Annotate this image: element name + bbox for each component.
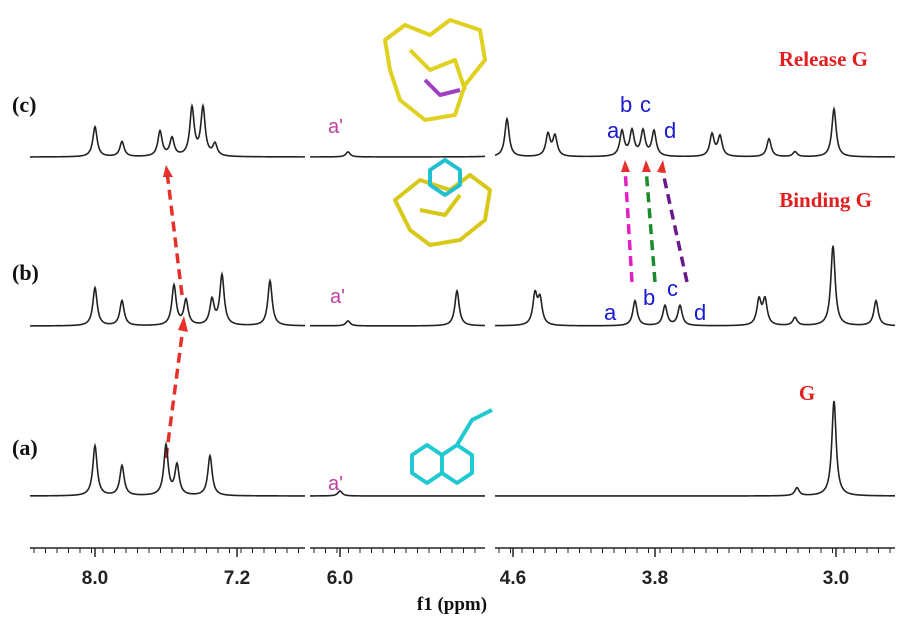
peak-label: a xyxy=(604,300,617,325)
spectrum-note: Release G xyxy=(779,47,868,71)
tick-label: 3.0 xyxy=(823,568,849,589)
spectrum-trace xyxy=(30,274,305,326)
molecule-icon xyxy=(385,20,492,483)
tick-label: 7.2 xyxy=(224,568,250,589)
spectrum-trace xyxy=(30,444,305,496)
peak-label: a' xyxy=(330,286,345,308)
spectrum-trace xyxy=(495,401,895,496)
spectrum-note: G xyxy=(799,381,815,405)
spectrum-trace xyxy=(495,109,895,157)
peak-label: b xyxy=(643,285,655,310)
spectrum-trace xyxy=(310,152,485,157)
spectrum-note: Binding G xyxy=(779,188,872,212)
peak-label: c xyxy=(667,276,678,301)
spectrum-label: (b) xyxy=(12,260,39,285)
axis-label: f1 (ppm) xyxy=(417,594,487,615)
peak-label: b xyxy=(620,92,632,117)
tick-label: 6.0 xyxy=(327,568,353,589)
tick-label: 8.0 xyxy=(82,568,108,589)
peak-label: d xyxy=(664,118,676,143)
tick-label: 4.6 xyxy=(500,568,526,589)
peak-label: a' xyxy=(328,116,343,138)
tick-label: 3.8 xyxy=(642,568,668,589)
nmr-figure: (c) (b) (a) Release G Binding G G a' a b… xyxy=(0,0,904,618)
peak-label: d xyxy=(694,300,706,325)
peak-label: c xyxy=(640,92,651,117)
peak-label: a xyxy=(607,118,620,143)
spectrum-label: (c) xyxy=(12,92,36,117)
spectrum-trace xyxy=(30,106,305,157)
spectrum-label: (a) xyxy=(12,435,38,460)
